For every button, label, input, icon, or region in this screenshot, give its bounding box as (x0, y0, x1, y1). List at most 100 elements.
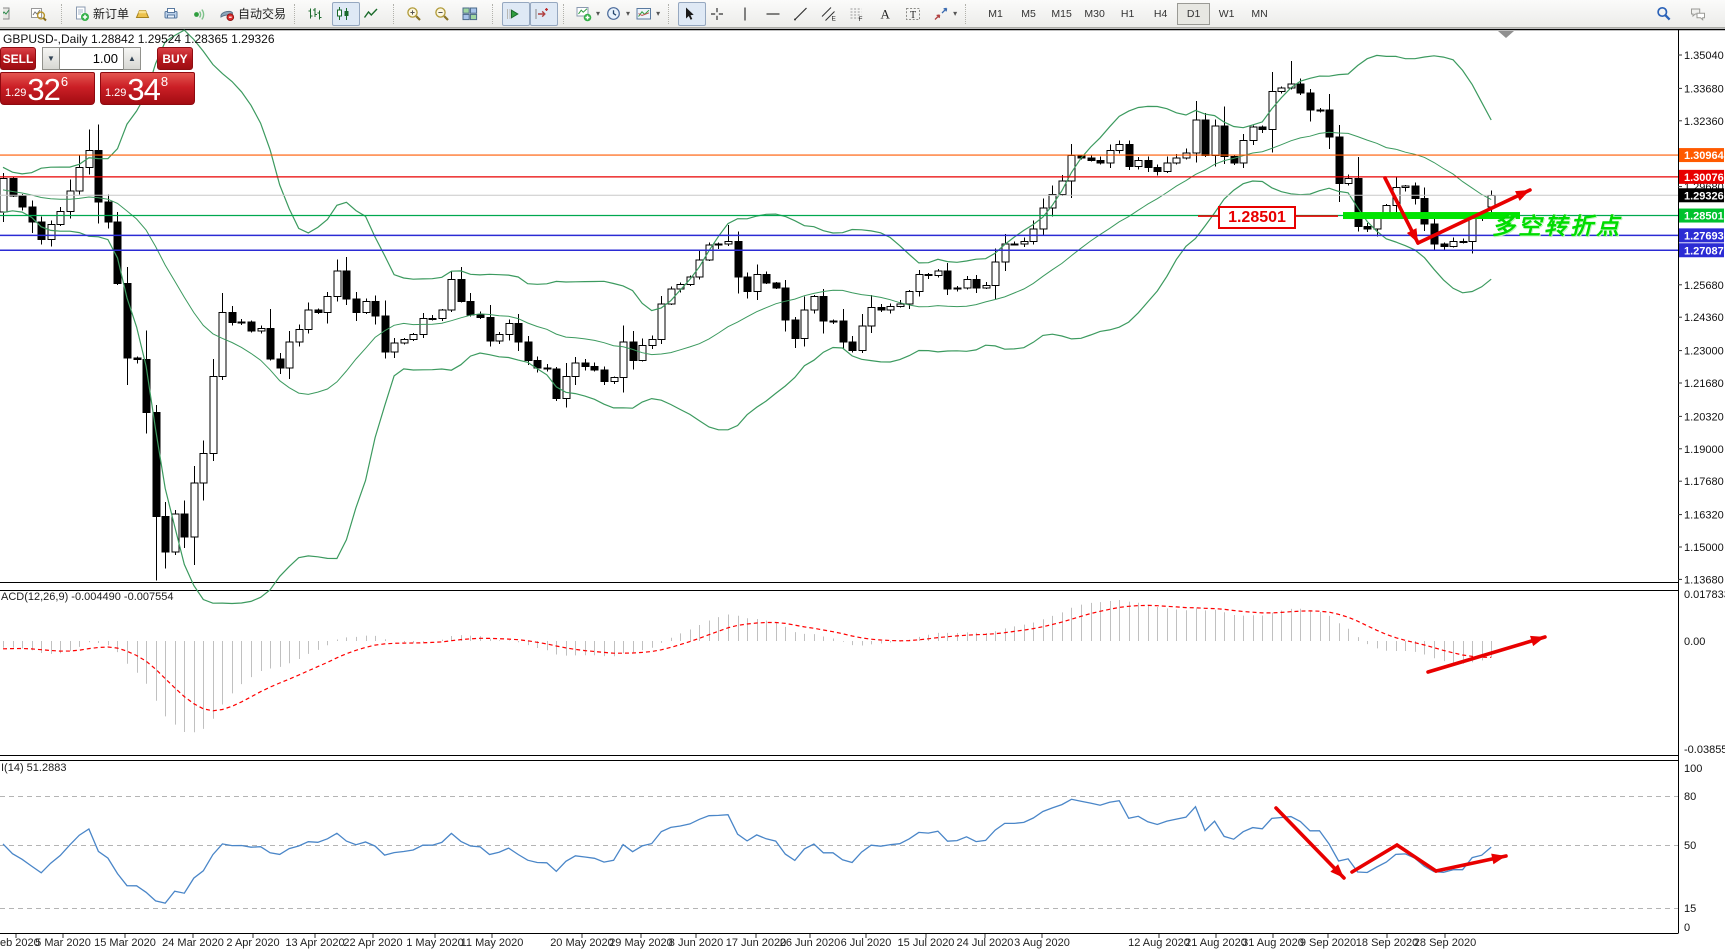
volume-increase-button[interactable]: ▲ (123, 47, 141, 70)
svg-text:21 Aug 2020: 21 Aug 2020 (1185, 937, 1247, 949)
buy-price[interactable]: 1.29 34 8 (100, 72, 195, 105)
toolbar-period-clock-button[interactable]: ▾ (603, 2, 633, 26)
toolbar-candlestick-button[interactable] (332, 1, 361, 26)
toolbar-channel-button[interactable]: E (818, 2, 846, 26)
svg-text:15 Jul 2020: 15 Jul 2020 (898, 937, 955, 949)
toolbar-arrows-button[interactable]: ▾ (930, 2, 960, 26)
price-level-lines[interactable] (0, 154, 1678, 252)
toolbar-separator (294, 3, 301, 24)
svg-text:13 Apr 2020: 13 Apr 2020 (285, 937, 344, 949)
toolbar-zoom-in-button[interactable] (403, 2, 431, 26)
volume-input[interactable] (60, 47, 123, 70)
toolbar-button-label: 自动交易 (238, 7, 287, 21)
timeframe-d1[interactable]: D1 (1177, 2, 1211, 25)
toolbar-market-button[interactable] (160, 2, 188, 26)
toolbar-text-button[interactable]: A (874, 2, 902, 26)
toolbar-auto-scroll-button[interactable] (502, 1, 531, 26)
chart-shift-icon (533, 6, 549, 22)
svg-text:1.23000: 1.23000 (1684, 346, 1724, 358)
chevron-down-icon[interactable]: ▾ (953, 9, 958, 18)
svg-text:-0.038559: -0.038559 (1684, 744, 1725, 756)
sell-price-big: 32 (27, 72, 60, 107)
toolbar-gold-bar-button[interactable] (132, 2, 160, 26)
toolbar-chart-window-button[interactable] (0, 2, 28, 26)
toolbar-search-button[interactable] (1653, 2, 1681, 26)
timeframe-mn[interactable]: MN (1251, 7, 1268, 20)
toolbar-vertical-line-button[interactable] (734, 2, 762, 26)
svg-text:1.28501: 1.28501 (1684, 211, 1724, 223)
sell-button[interactable]: SELL (0, 47, 36, 70)
toolbar-zoom-box-button[interactable] (28, 2, 56, 26)
svg-text:6 Jul 2020: 6 Jul 2020 (841, 937, 892, 949)
candlesticks[interactable] (0, 60, 1496, 581)
gold-bar-icon (135, 6, 151, 22)
toolbar-new-order-button[interactable]: 新订单 (71, 2, 132, 26)
toolbar-crosshair-button[interactable] (706, 2, 734, 26)
toolbar-chart-shift-button[interactable] (530, 1, 559, 26)
timeframe-m30[interactable]: M30 (1084, 7, 1105, 20)
add-indicator-icon (576, 6, 592, 22)
svg-text:0.017833: 0.017833 (1684, 589, 1725, 601)
chevron-down-icon[interactable]: ▾ (626, 9, 631, 18)
sell-price[interactable]: 1.29 32 6 (0, 72, 95, 105)
bollinger-bands (2, 29, 1492, 605)
svg-text:29 May 2020: 29 May 2020 (609, 937, 673, 949)
toolbar-line-chart-button[interactable] (360, 2, 388, 26)
buy-button[interactable]: BUY (157, 47, 193, 70)
template-icon (636, 6, 652, 22)
volume-decrease-button[interactable]: ▼ (42, 47, 60, 70)
svg-text:1.30076: 1.30076 (1684, 172, 1724, 184)
tile-windows-icon (462, 6, 478, 22)
toolbar-tile-windows-button[interactable] (459, 2, 487, 26)
svg-text:8 Jun 2020: 8 Jun 2020 (669, 937, 723, 949)
svg-text:3 Aug 2020: 3 Aug 2020 (1014, 937, 1070, 949)
chevron-down-icon[interactable]: ▾ (656, 9, 661, 18)
toolbar-text-label-button[interactable]: T (902, 2, 930, 26)
toolbar-signal-button[interactable] (188, 2, 216, 26)
support-highlight-bar[interactable] (1343, 212, 1520, 220)
cn-annotation-text[interactable]: 多空转折点 (1492, 213, 1622, 239)
svg-text:1.15000: 1.15000 (1684, 542, 1724, 554)
toolbar-fibonacci-button[interactable]: F (846, 2, 874, 26)
toolbar-cursor-button[interactable] (678, 1, 707, 26)
svg-text:1.27693: 1.27693 (1684, 230, 1724, 242)
timeframe-m15[interactable]: M15 (1051, 7, 1072, 20)
period-clock-icon (606, 6, 622, 22)
price-level-label[interactable]: 1.28501 (1218, 206, 1296, 229)
toolbar-trendline-button[interactable] (790, 2, 818, 26)
svg-text:E: E (832, 15, 837, 22)
cursor-icon (681, 6, 697, 22)
svg-text:0.00: 0.00 (1684, 636, 1705, 648)
chevron-down-icon[interactable]: ▾ (596, 9, 601, 18)
svg-text:24 Jul 2020: 24 Jul 2020 (957, 937, 1014, 949)
toolbar-bar-chart-button[interactable] (304, 2, 332, 26)
svg-text:50: 50 (1684, 840, 1696, 852)
toolbar-autotrading-button[interactable]: 自动交易 (216, 2, 289, 26)
toolbar-chat-button[interactable] (1687, 2, 1715, 26)
toolbar-add-indicator-button[interactable]: ▾ (573, 2, 603, 26)
annotation-arrows[interactable] (1274, 176, 1547, 880)
rsi-indicator-label: I(14) 51.2883 (1, 762, 67, 774)
svg-text:1.32360: 1.32360 (1684, 116, 1724, 128)
svg-text:15: 15 (1684, 903, 1696, 915)
price-axis[interactable]: 1.350401.336801.323601.296801.256801.243… (1678, 50, 1725, 586)
chart-shift-marker[interactable] (1498, 31, 1514, 38)
svg-text:5 Mar 2020: 5 Mar 2020 (35, 937, 91, 949)
timeframe-m1[interactable]: M1 (988, 7, 1003, 20)
timeframe-w1[interactable]: W1 (1218, 7, 1235, 20)
svg-text:1.16320: 1.16320 (1684, 510, 1724, 522)
svg-text:1.25680: 1.25680 (1684, 280, 1724, 292)
svg-text:0: 0 (1684, 922, 1690, 934)
toolbar-zoom-out-button[interactable] (431, 2, 459, 26)
pane-borders (0, 28, 1725, 934)
toolbar-separator (61, 3, 68, 24)
toolbar-horizontal-line-button[interactable] (762, 2, 790, 26)
toolbar-template-button[interactable]: ▾ (633, 2, 663, 26)
timeframe-h4[interactable]: H4 (1153, 7, 1168, 20)
svg-text:9 Sep 2020: 9 Sep 2020 (1300, 937, 1356, 949)
timeframe-m5[interactable]: M5 (1021, 7, 1036, 20)
timeframe-h1[interactable]: H1 (1120, 7, 1135, 20)
